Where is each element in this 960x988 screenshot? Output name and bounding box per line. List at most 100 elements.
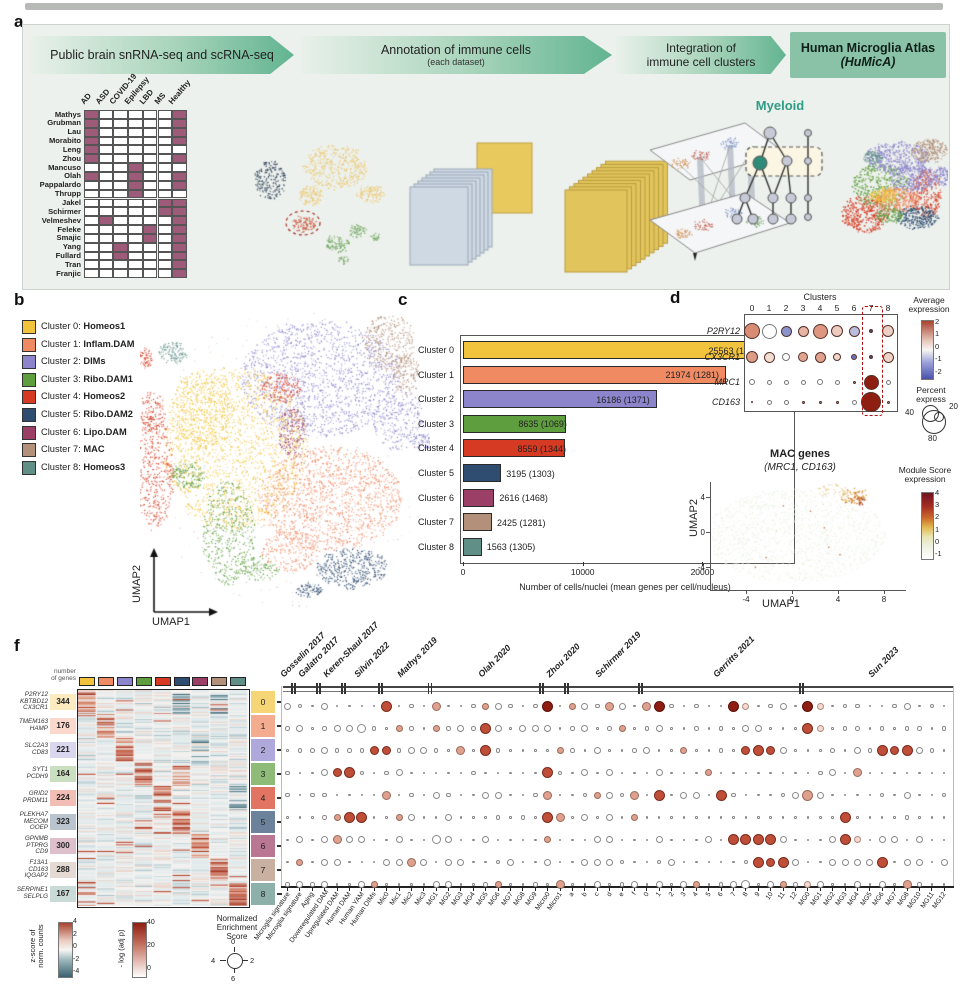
dot bbox=[630, 814, 638, 821]
dot bbox=[868, 727, 872, 730]
dot bbox=[558, 860, 562, 864]
dot bbox=[732, 749, 735, 752]
dot bbox=[432, 880, 440, 888]
matrix-cell bbox=[142, 242, 158, 252]
matrix-cell bbox=[113, 207, 129, 217]
dot bbox=[447, 704, 450, 708]
dot bbox=[558, 838, 562, 842]
dot bbox=[740, 834, 752, 846]
dot bbox=[445, 814, 453, 821]
dot bbox=[296, 880, 304, 888]
dot bbox=[619, 882, 625, 887]
e-x-tick-label: 4 bbox=[835, 595, 841, 604]
zscore-tick-label: -4 bbox=[73, 968, 80, 976]
study-row-label: Zhou bbox=[62, 153, 81, 163]
dot bbox=[286, 838, 289, 842]
dot bbox=[472, 749, 475, 752]
dot bbox=[670, 771, 673, 775]
column-tick bbox=[410, 887, 412, 891]
nes-label-right: 2 bbox=[250, 956, 255, 965]
dot bbox=[608, 883, 611, 886]
dot bbox=[581, 814, 589, 821]
gene-count-chip: 323 bbox=[50, 814, 76, 830]
dot bbox=[942, 883, 946, 886]
dot bbox=[744, 771, 748, 775]
dot bbox=[533, 882, 538, 887]
dot bbox=[749, 379, 755, 385]
matrix-cell bbox=[128, 207, 143, 217]
dot bbox=[853, 747, 861, 755]
dot bbox=[296, 724, 304, 732]
dot bbox=[335, 704, 339, 708]
study-boundary-tick bbox=[427, 683, 430, 694]
matrix-cell bbox=[113, 216, 129, 226]
dot bbox=[794, 816, 797, 819]
dot bbox=[348, 793, 351, 797]
dot bbox=[893, 860, 896, 864]
dot bbox=[848, 325, 860, 337]
dot bbox=[297, 748, 303, 753]
dot bbox=[406, 857, 416, 867]
percent-label-40: 40 bbox=[905, 408, 914, 417]
dot bbox=[893, 727, 896, 730]
study-row-label: Grubman bbox=[47, 118, 81, 128]
dot bbox=[707, 883, 710, 886]
dot bbox=[904, 815, 910, 820]
dot bbox=[880, 771, 884, 775]
dot bbox=[534, 860, 537, 864]
dot bbox=[766, 857, 776, 867]
dot bbox=[593, 858, 601, 866]
dot bbox=[311, 860, 314, 864]
dot bbox=[432, 724, 440, 732]
matrix-cell bbox=[157, 269, 173, 279]
dot bbox=[434, 771, 438, 775]
dot bbox=[804, 880, 812, 888]
dot bbox=[409, 703, 414, 709]
dot bbox=[645, 838, 649, 842]
column-tick bbox=[931, 887, 933, 891]
dot bbox=[381, 700, 393, 712]
dot bbox=[741, 746, 751, 756]
dot bbox=[558, 793, 562, 797]
dot bbox=[834, 379, 840, 385]
heatmap-gene-labels: SERPINE1 SELPLG bbox=[16, 886, 48, 900]
dot bbox=[298, 771, 302, 775]
dot bbox=[891, 836, 899, 844]
dot bbox=[806, 816, 810, 819]
matrix-cell bbox=[142, 251, 158, 261]
column-tick bbox=[472, 887, 474, 891]
dot bbox=[494, 880, 502, 888]
dot bbox=[472, 816, 475, 819]
e-x-tick-label: 0 bbox=[789, 595, 795, 604]
matrix-cell bbox=[172, 233, 187, 243]
dot bbox=[763, 351, 775, 363]
bar-category-label: Cluster 3 bbox=[417, 418, 454, 429]
column-tick bbox=[571, 887, 573, 891]
dot bbox=[571, 771, 574, 775]
dot bbox=[769, 771, 772, 775]
dot bbox=[833, 353, 841, 361]
nes-tick-top bbox=[233, 947, 236, 952]
matrix-cell bbox=[84, 145, 99, 155]
dot bbox=[941, 726, 947, 731]
dot bbox=[372, 816, 376, 819]
dot bbox=[766, 746, 776, 756]
dot bbox=[310, 882, 315, 887]
heatmap-column-chip bbox=[97, 677, 114, 686]
matrix-cell bbox=[142, 189, 158, 199]
workflow-graphics-canvas bbox=[225, 95, 948, 285]
dot bbox=[422, 727, 426, 730]
heatmap-gene-labels: PLEKHA7 MECOM OOEP bbox=[19, 810, 48, 832]
heatmap-gene-labels: GRID2 PRDM11 bbox=[22, 790, 48, 804]
dot bbox=[521, 793, 525, 797]
legend-color-chip bbox=[22, 460, 36, 475]
dot bbox=[571, 793, 574, 797]
matrix-cell bbox=[157, 180, 173, 190]
dotplot-right-edge bbox=[953, 686, 954, 887]
dot bbox=[669, 703, 674, 709]
dot bbox=[571, 883, 574, 886]
dot bbox=[728, 700, 740, 712]
column-tick bbox=[757, 887, 759, 891]
dot bbox=[642, 701, 652, 711]
dot bbox=[321, 769, 329, 777]
